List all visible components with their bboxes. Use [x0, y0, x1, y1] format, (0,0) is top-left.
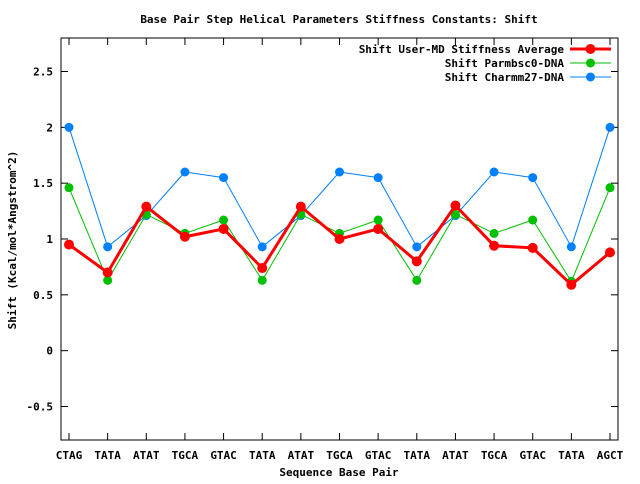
data-point-series-2	[64, 183, 74, 193]
x-tick-label: ATAT	[288, 449, 315, 462]
x-tick-label: AGCT	[597, 449, 624, 462]
x-tick-label: ATAT	[133, 449, 160, 462]
data-point-series-1	[489, 240, 500, 251]
legend-marker-2	[586, 58, 595, 68]
data-point-series-3	[257, 242, 267, 252]
data-point-series-1	[257, 263, 268, 274]
data-point-series-3	[335, 167, 344, 177]
x-tick-label: TGCA	[481, 449, 508, 462]
data-point-series-1	[450, 200, 461, 211]
y-tick-label: 2.5	[33, 66, 53, 79]
x-tick-label: GTAC	[365, 449, 392, 462]
data-point-series-2	[412, 275, 422, 285]
y-tick-label: 0	[46, 345, 53, 358]
x-tick-label: TGCA	[172, 449, 199, 462]
data-point-series-3	[566, 242, 576, 252]
data-point-series-1	[605, 247, 615, 258]
y-tick-label: 1.5	[33, 177, 53, 190]
data-point-series-3	[219, 173, 229, 183]
data-point-series-2	[605, 183, 615, 193]
data-point-series-3	[373, 173, 383, 183]
data-point-series-1	[334, 234, 345, 244]
data-point-series-1	[373, 223, 384, 234]
data-point-series-2	[373, 215, 383, 225]
data-point-series-2	[257, 275, 267, 285]
data-point-series-1	[527, 242, 538, 253]
data-point-series-1	[566, 279, 577, 290]
data-point-series-3	[412, 242, 422, 252]
data-point-series-3	[528, 173, 538, 183]
x-tick-label: CTAG	[56, 449, 83, 462]
data-point-series-1	[218, 223, 229, 234]
legend-label-1: Shift User-MD Stiffness Average	[359, 43, 565, 56]
data-point-series-2	[489, 228, 499, 238]
plot-area: -0.5 0 0.5 1 1.5 2 2.5 CTAG TATA ATAT TGCA GTAC TATA…	[27, 37, 624, 462]
legend-marker-3	[586, 72, 595, 82]
legend-label-3: Shift Charmm27-DNA	[445, 71, 565, 84]
data-point-series-1	[64, 239, 74, 250]
x-axis-label: Sequence Base Pair	[279, 466, 399, 479]
data-point-series-1	[411, 256, 422, 267]
legend-marker-1	[585, 44, 596, 54]
y-tick-label: 0.5	[33, 289, 53, 302]
legend-label-2: Shift Parmbsc0-DNA	[445, 57, 565, 70]
x-tick-label: TATA	[558, 449, 585, 462]
data-point-series-3	[489, 167, 499, 177]
data-point-series-3	[180, 167, 190, 177]
data-point-series-3	[605, 122, 615, 132]
data-point-series-1	[179, 231, 190, 242]
y-tick-label: 1	[46, 233, 53, 246]
x-tick-label: GTAC	[519, 449, 546, 462]
x-tick-label: TATA	[404, 449, 431, 462]
data-point-series-1	[141, 201, 152, 212]
data-point-series-2	[450, 209, 460, 219]
x-tick-label: ATAT	[442, 449, 469, 462]
chart-title: Base Pair Step Helical Parameters Stiffn…	[140, 13, 537, 26]
y-axis-label: Shift (Kcal/mol*Angstrom^2)	[6, 151, 19, 330]
x-tick-label: TATA	[249, 449, 276, 462]
data-point-series-2	[219, 215, 229, 225]
x-tick-label: GTAC	[210, 449, 237, 462]
series-line-3	[68, 127, 611, 248]
data-point-series-2	[103, 275, 113, 285]
x-tick-label: TGCA	[326, 449, 353, 462]
data-point-series-1	[295, 201, 306, 212]
data-point-series-1	[102, 267, 113, 278]
y-tick-label: -0.5	[27, 401, 54, 414]
data-point-series-2	[528, 215, 538, 225]
x-tick-label: TATA	[94, 449, 121, 462]
y-tick-label: 2	[46, 121, 53, 134]
data-point-series-3	[64, 122, 74, 132]
data-point-series-3	[103, 242, 113, 252]
